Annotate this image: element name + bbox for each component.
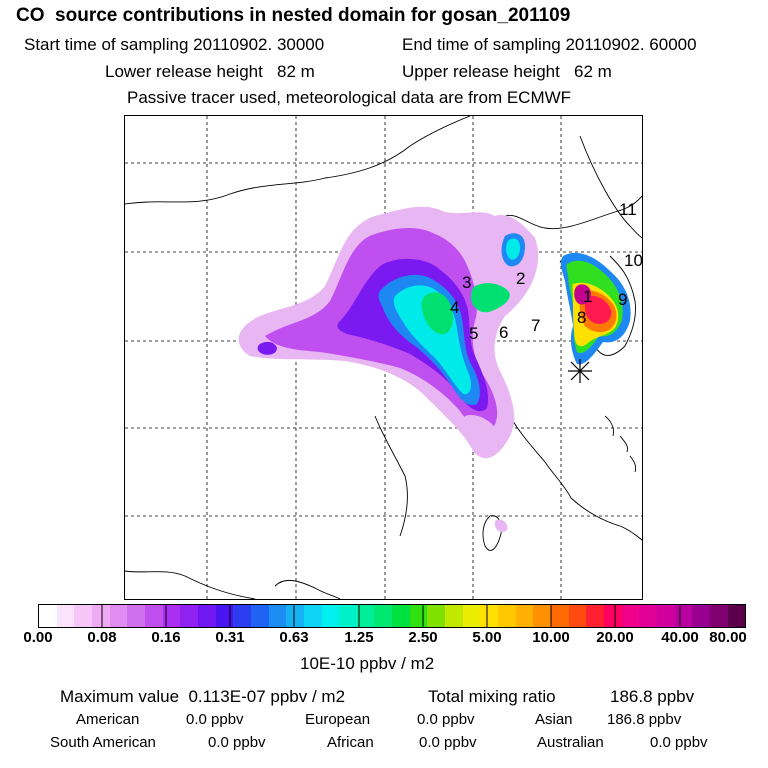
colorbar-swatch — [674, 605, 693, 627]
colorbar-tick: 80.00 — [709, 629, 747, 646]
region-label-3: 3 — [462, 273, 471, 292]
european-label: European — [305, 711, 371, 728]
colorbar-tick: 0.16 — [151, 629, 181, 646]
colorbar-tick: 10.00 — [532, 629, 570, 646]
colorbar-swatch — [162, 605, 181, 627]
colorbar-swatch — [533, 605, 552, 627]
colorbar-tick: 40.00 — [661, 629, 699, 646]
plume-south-pink — [462, 415, 501, 455]
colorbar-swatch — [445, 605, 463, 627]
south-american-value: 0.0 ppbv — [208, 734, 266, 751]
maximum-value: Maximum value 0.113E-07 ppbv / m2 — [60, 687, 346, 706]
start-time-label: Start time of sampling 20110902. 30000 — [24, 35, 325, 54]
chart-title: CO source contributions in nested domain… — [16, 5, 571, 26]
colorbar-swatch — [568, 605, 587, 627]
plume-green-core — [421, 292, 453, 335]
colorbar-swatch — [515, 605, 534, 627]
colorbar-swatch — [250, 605, 269, 627]
colorbar-swatch — [392, 605, 410, 627]
region-label-11: 11 — [619, 200, 637, 219]
australian-label: Australian — [537, 734, 604, 751]
american-label: American — [76, 711, 140, 728]
colorbar — [38, 604, 746, 628]
colorbar-tick: 5.00 — [472, 629, 502, 646]
plume-layer — [238, 206, 631, 533]
map-panel: 1 2 3 4 5 6 7 8 9 10 11 — [124, 115, 643, 600]
total-mixing-label: Total mixing ratio — [428, 687, 556, 706]
region-label-10: 10 — [624, 251, 642, 270]
colorbar-swatch — [127, 605, 145, 627]
asian-value: 186.8 ppbv — [607, 711, 682, 728]
colorbar-swatch — [427, 605, 446, 627]
african-value: 0.0 ppbv — [419, 734, 477, 751]
colorbar-tick: 0.31 — [215, 629, 245, 646]
colorbar-swatch — [39, 605, 57, 627]
colorbar-swatch — [604, 605, 622, 627]
colorbar-swatch — [303, 605, 322, 627]
european-value: 0.0 ppbv — [417, 711, 475, 728]
south-american-label: South American — [50, 734, 156, 751]
colorbar-swatch — [709, 605, 728, 627]
tracer-note: Passive tracer used, meteorological data… — [127, 88, 572, 107]
american-value: 0.0 ppbv — [186, 711, 244, 728]
colorbar-swatch — [56, 605, 75, 627]
colorbar-swatch — [74, 605, 92, 627]
asian-label: Asian — [535, 711, 573, 728]
colorbar-swatch — [339, 605, 357, 627]
colorbar-tick: 0.63 — [279, 629, 309, 646]
colorbar-tick: 0.00 — [23, 629, 53, 646]
upper-release-label: Upper release height 62 m — [402, 62, 612, 81]
plume-green-east — [471, 283, 510, 313]
colorbar-tick: 0.08 — [87, 629, 117, 646]
region-label-8: 8 — [577, 308, 586, 327]
plume-korea-red — [585, 295, 612, 324]
colorbar-swatch — [639, 605, 657, 627]
colorbar-tick: 20.00 — [596, 629, 634, 646]
colorbar-swatch — [727, 605, 746, 627]
colorbar-swatch — [286, 605, 304, 627]
colorbar-swatch — [109, 605, 128, 627]
colorbar-dividers — [101, 604, 681, 628]
colorbar-swatch — [233, 605, 251, 627]
colorbar-swatch — [621, 605, 640, 627]
end-time-label: End time of sampling 20110902. 60000 — [402, 35, 697, 54]
colorbar-swatch — [498, 605, 516, 627]
colorbar-swatch — [656, 605, 675, 627]
colorbar-swatch — [321, 605, 340, 627]
colorbar-swatch — [374, 605, 393, 627]
region-label-1: 1 — [583, 287, 592, 306]
colorbar-swatch — [180, 605, 198, 627]
region-label-4: 4 — [450, 298, 459, 317]
colorbar-swatch — [462, 605, 481, 627]
colorbar-swatch — [480, 605, 499, 627]
total-mixing-value: 186.8 ppbv — [610, 687, 695, 706]
colorbar-swatch — [356, 605, 375, 627]
colorbar-unit-label: 10E-10 ppbv / m2 — [300, 654, 435, 673]
colorbar-swatch — [91, 605, 110, 627]
colorbar-swatch — [586, 605, 604, 627]
african-label: African — [327, 734, 374, 751]
australian-value: 0.0 ppbv — [650, 734, 708, 751]
colorbar-swatch — [144, 605, 163, 627]
concentration-map: 1 2 3 4 5 6 7 8 9 10 11 — [125, 116, 642, 599]
region-label-2: 2 — [516, 269, 525, 288]
plume-north-blob-core — [506, 238, 521, 260]
colorbar-tick: 1.25 — [344, 629, 374, 646]
plume-korea-hot — [574, 284, 591, 305]
plume-taiwan-pink — [494, 519, 508, 533]
colorbar-swatch — [197, 605, 216, 627]
receptor-asterisk-icon — [568, 359, 592, 383]
region-label-7: 7 — [531, 316, 540, 335]
colorbar-swatch — [692, 605, 710, 627]
plume-west-violet — [257, 341, 277, 355]
colorbar-tick: 2.50 — [408, 629, 438, 646]
region-label-9: 9 — [618, 290, 627, 309]
colorbar-swatch — [551, 605, 569, 627]
region-label-5: 5 — [469, 324, 478, 343]
region-labels: 1 2 3 4 5 6 7 8 9 10 11 — [450, 200, 642, 343]
colorbar-swatch — [268, 605, 287, 627]
lower-release-label: Lower release height 82 m — [105, 62, 315, 81]
region-label-6: 6 — [499, 323, 508, 342]
colorbar-swatch — [215, 605, 234, 627]
